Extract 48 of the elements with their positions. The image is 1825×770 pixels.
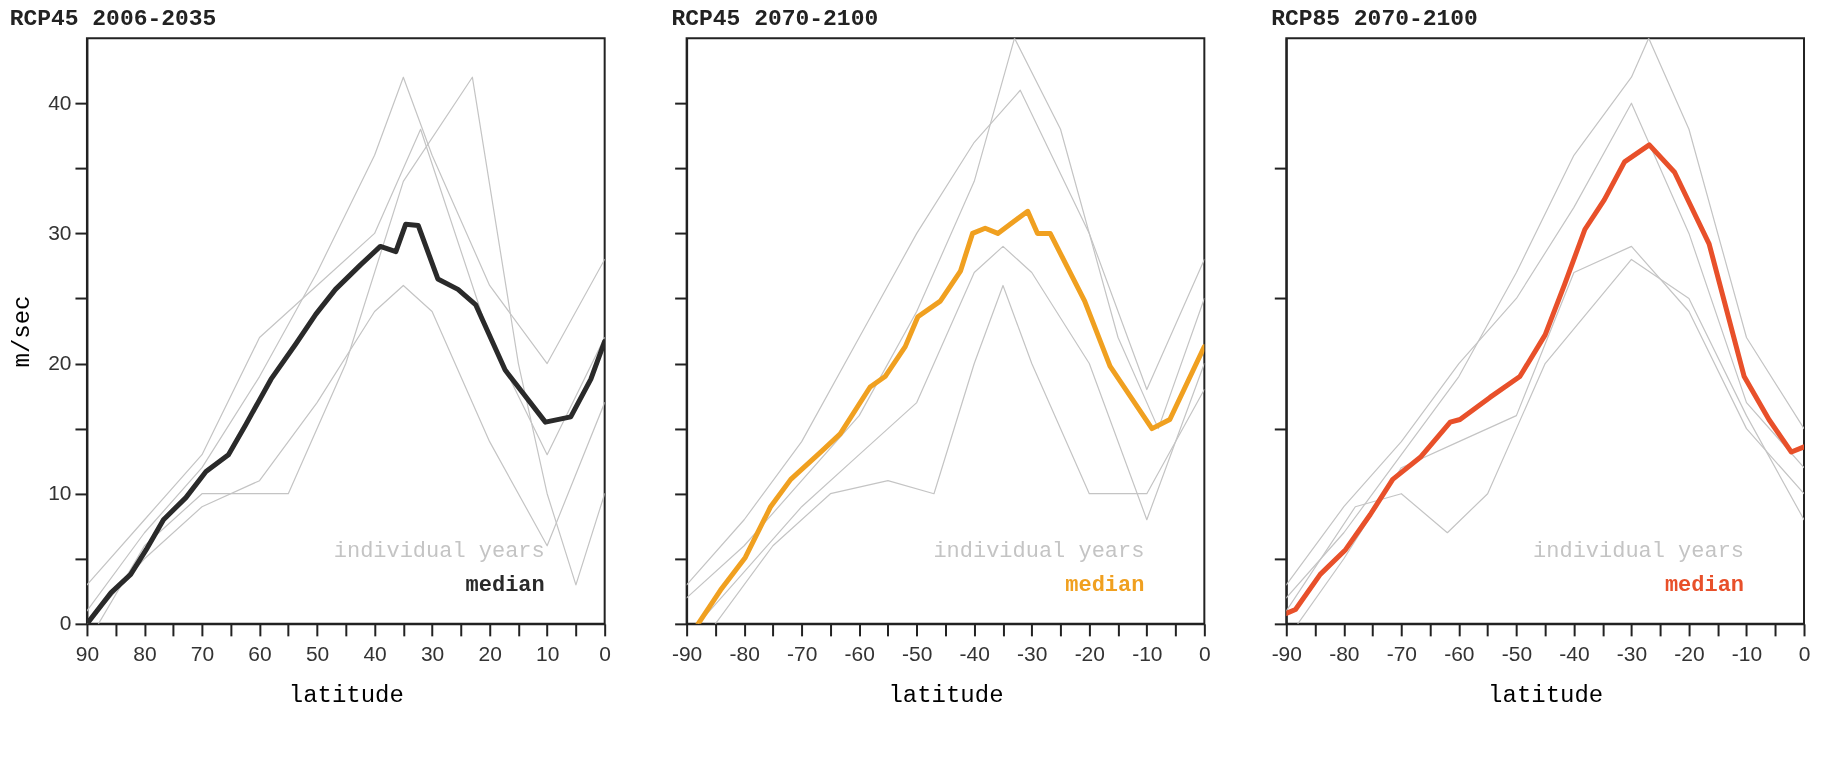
x-tick-label: -70 [787, 642, 818, 666]
x-tick-label: -60 [844, 642, 875, 666]
x-tick-label: -30 [1616, 642, 1648, 666]
y-tick-label: 0 [59, 611, 72, 635]
x-axis-title: latitude [888, 682, 1004, 710]
x-tick-label: 20 [478, 642, 502, 666]
x-tick-label: 80 [133, 642, 157, 666]
y-axis-title: m/sec [9, 295, 37, 368]
x-axis-title: latitude [288, 682, 404, 710]
x-tick-label: -20 [1074, 642, 1105, 666]
y-tick-label: 30 [48, 220, 72, 244]
y-tick-label: 20 [48, 351, 72, 375]
x-tick-label: -50 [1501, 642, 1533, 666]
x-tick-label: 70 [190, 642, 215, 666]
text: individual years [1533, 538, 1745, 564]
x-tick-label: -40 [959, 642, 990, 666]
text: median [465, 572, 545, 598]
x-tick-label: 50 [305, 642, 330, 666]
x-tick-label: 0 [599, 642, 611, 666]
chart-title: RCP45 2070-2100 [671, 6, 879, 33]
y-tick-label: 40 [48, 90, 72, 114]
chart-title: RCP45 2006-2035 [9, 6, 217, 33]
chart-title: RCP85 2070-2100 [1271, 6, 1478, 33]
x-tick-label: -10 [1132, 642, 1163, 666]
text: median [1065, 572, 1145, 598]
x-tick-label: -70 [1386, 642, 1417, 666]
x-tick-label: -10 [1731, 642, 1763, 666]
x-tick-label: -90 [671, 642, 703, 666]
x-tick-label: 10 [535, 642, 560, 666]
x-tick-label: 0 [1199, 642, 1211, 666]
text: median [1664, 572, 1745, 598]
x-tick-label: -40 [1559, 642, 1590, 666]
y-tick-label: 10 [48, 481, 72, 505]
x-tick-label: 0 [1798, 642, 1811, 666]
x-tick-label: 60 [248, 642, 272, 666]
x-tick-label: -60 [1444, 642, 1475, 666]
x-tick-label: -50 [902, 642, 933, 666]
x-tick-label: -80 [729, 642, 760, 666]
x-tick-label: -80 [1329, 642, 1360, 666]
x-tick-label: -90 [1271, 642, 1302, 666]
x-tick-label: -20 [1674, 642, 1705, 666]
text: individual years [933, 538, 1145, 564]
x-tick-label: -30 [1017, 642, 1048, 666]
text: individual years [333, 538, 545, 564]
x-tick-label: 40 [363, 642, 387, 666]
x-tick-label: 30 [420, 642, 445, 666]
x-tick-label: 90 [75, 642, 100, 666]
x-axis-title: latitude [1488, 682, 1604, 710]
